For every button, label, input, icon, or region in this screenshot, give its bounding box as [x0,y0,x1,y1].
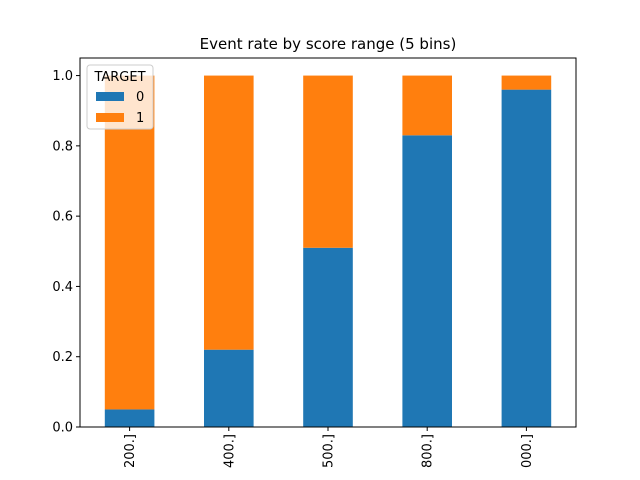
y-tick-label: 0.6 [52,210,73,225]
y-tick-label: 0.8 [52,139,73,154]
bar-series-0-4 [501,89,552,427]
y-tick-label: 0.2 [52,350,73,365]
legend-swatch-0 [96,92,124,101]
bar-series-0-0 [104,409,155,427]
bar-series-1-3 [402,75,452,136]
legend-label-0: 0 [136,90,144,105]
x-axis: 200.] 400.] 500.] 800.] 000.] [123,427,535,468]
bar-series-0-3 [402,135,452,428]
bar-series-0-1 [204,349,254,427]
bar-series-1-4 [501,75,552,90]
x-tick-label: 500.] [322,434,337,468]
y-tick-label: 1.0 [52,69,73,84]
chart-title: Event rate by score range (5 bins) [200,35,457,53]
x-tick-label: 000.] [520,434,535,468]
legend-title: TARGET [93,70,145,85]
y-tick-label: 0.4 [52,280,73,295]
bar-series-1-2 [303,75,353,248]
legend: TARGET 0 1 [86,64,154,130]
y-axis: 0.0 0.2 0.4 0.6 0.8 1.0 [52,69,80,436]
bars-layer [104,75,552,428]
y-tick-label: 0.0 [52,421,73,436]
legend-label-1: 1 [136,111,144,126]
bar-series-1-0 [104,75,155,410]
bar-series-0-2 [303,247,353,427]
x-tick-label: 400.] [222,434,237,468]
bar-series-1-1 [204,75,254,350]
x-tick-label: 800.] [421,434,436,468]
x-tick-label: 200.] [123,434,138,468]
legend-swatch-1 [96,113,124,122]
